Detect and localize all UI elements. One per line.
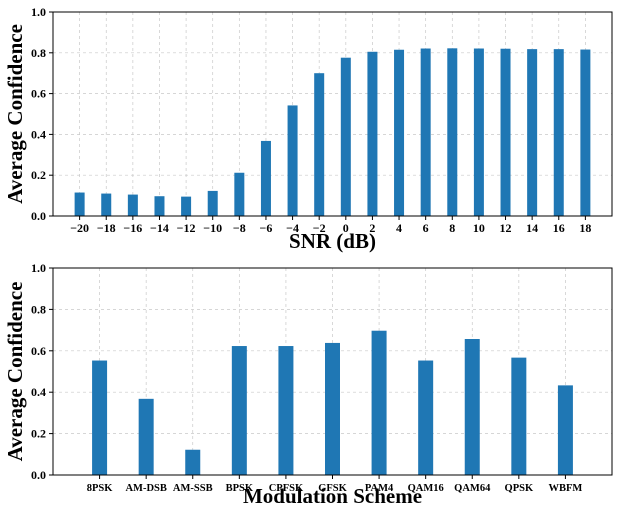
bar-1-10 xyxy=(557,385,573,475)
x-tick-label: 8PSK xyxy=(87,483,114,494)
x-tick-label: 6 xyxy=(423,221,429,235)
x-tick-label: 10 xyxy=(473,221,485,235)
bar-0-16 xyxy=(500,48,511,216)
x-tick-label: AM-SSB xyxy=(173,483,213,494)
x-tick-label: QAM16 xyxy=(408,483,444,494)
bar-0-12 xyxy=(394,49,405,216)
bar-1-7 xyxy=(418,360,434,475)
bar-1-3 xyxy=(231,346,247,475)
x-tick-label: −14 xyxy=(150,221,169,235)
bar-0-8 xyxy=(287,105,298,216)
y-tick-label: 0.4 xyxy=(31,385,46,399)
x-tick-label: −20 xyxy=(70,221,89,235)
bar-0-14 xyxy=(447,48,458,217)
y-tick-label: 0.8 xyxy=(31,46,46,60)
x-tick-label: PAM4 xyxy=(365,483,394,494)
x-tick-label: 12 xyxy=(500,221,512,235)
bar-1-8 xyxy=(464,339,480,475)
bar-1-4 xyxy=(278,346,294,475)
plot-frame xyxy=(52,11,613,217)
y-tick-label: 0.6 xyxy=(31,344,46,358)
bar-0-2 xyxy=(127,194,138,216)
bar-0-10 xyxy=(340,57,351,216)
snr-chart: 0.00.20.40.60.81.0−20 −18 −16 −14 −12 −10 −8 −6… xyxy=(3,5,613,253)
bar-0-19 xyxy=(580,49,591,217)
x-axis-label: Modulation Scheme xyxy=(243,484,422,508)
x-tick-label: −4 xyxy=(286,221,299,235)
bar-0-5 xyxy=(207,190,218,216)
y-axis-label: Average Confidence xyxy=(3,282,27,462)
bar-1-5 xyxy=(325,342,340,475)
x-tick-label: AM-DSB xyxy=(125,483,166,494)
y-tick-label: 0.0 xyxy=(31,468,46,482)
y-tick-label: 0.0 xyxy=(31,209,46,223)
x-tick-label: −12 xyxy=(177,221,196,235)
bar-0-6 xyxy=(234,172,245,216)
y-tick-label: 0.8 xyxy=(31,302,46,316)
y-tick-label: 1.0 xyxy=(31,5,46,19)
bar-1-0 xyxy=(92,360,108,475)
bar-1-9 xyxy=(511,357,527,475)
bar-0-18 xyxy=(553,49,564,217)
bar-1-2 xyxy=(185,449,201,475)
x-tick-label: −6 xyxy=(260,221,273,235)
x-tick-label: −16 xyxy=(123,221,142,235)
x-tick-label: QAM64 xyxy=(454,483,491,494)
x-tick-label: QPSK xyxy=(505,483,534,494)
bar-0-7 xyxy=(260,140,271,216)
bar-0-4 xyxy=(181,196,192,216)
bar-0-3 xyxy=(154,196,165,216)
modulation-chart: 0.0 0.2 0.4 0.6 0.8 1.0 8PSK AM-DSB AM-SSB BPSK CP… xyxy=(3,261,613,508)
y-tick-label: 0.6 xyxy=(31,87,46,101)
bar-0-13 xyxy=(420,48,431,217)
plot-frame xyxy=(52,267,613,476)
bar-0-1 xyxy=(101,193,112,216)
x-tick-label: 16 xyxy=(553,221,565,235)
bar-0-15 xyxy=(473,48,484,217)
bar-1-6 xyxy=(371,330,387,475)
bar-0-0 xyxy=(74,192,85,216)
x-tick-label: −2 xyxy=(313,221,326,235)
bar-0-11 xyxy=(367,51,378,216)
x-axis-label: SNR (dB) xyxy=(289,229,376,253)
x-tick-label: 0 xyxy=(343,221,349,235)
bar-1-1 xyxy=(138,398,154,475)
bar-0-9 xyxy=(314,73,325,216)
y-tick-label: 0.2 xyxy=(31,168,46,182)
y-axis-label: Average Confidence xyxy=(3,24,27,204)
x-tick-label: BPSK xyxy=(226,483,254,494)
y-tick-label: 0.2 xyxy=(31,427,46,441)
x-tick-label: 18 xyxy=(579,221,591,235)
x-tick-label: −10 xyxy=(203,221,222,235)
y-tick-label: 0.4 xyxy=(31,127,46,141)
x-tick-label: CPFSK xyxy=(269,483,304,494)
x-tick-label: 4 xyxy=(396,221,402,235)
x-tick-label: GFSK xyxy=(318,483,347,494)
x-tick-label: 14 xyxy=(526,221,538,235)
bar-0-17 xyxy=(527,49,538,217)
y-tick-label: 1.0 xyxy=(31,261,46,275)
x-tick-label: 2 xyxy=(369,221,375,235)
x-tick-label: WBFM xyxy=(549,483,583,494)
x-tick-label: −18 xyxy=(97,221,116,235)
x-tick-label: −8 xyxy=(233,221,246,235)
x-tick-label: 8 xyxy=(449,221,455,235)
